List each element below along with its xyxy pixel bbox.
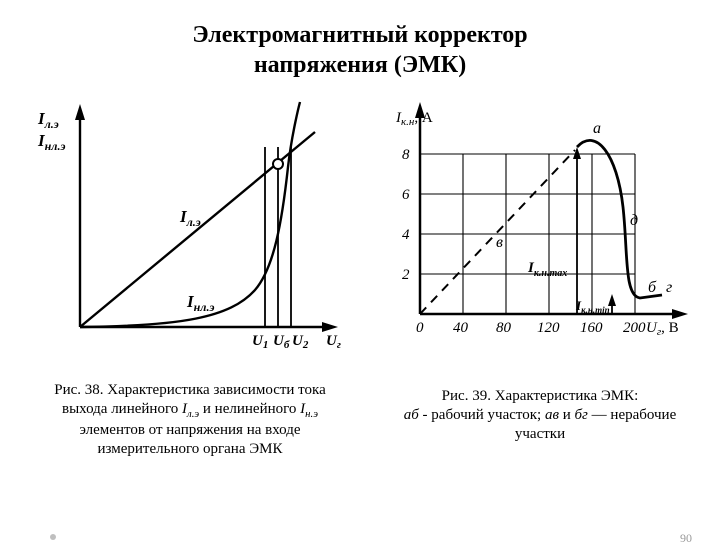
svg-text:Uг: Uг bbox=[326, 333, 341, 351]
svg-text:2: 2 bbox=[402, 267, 410, 283]
svg-text:200: 200 bbox=[623, 320, 646, 336]
svg-text:Iнл.э: Iнл.э bbox=[37, 131, 65, 153]
svg-text:б: б bbox=[648, 279, 657, 296]
main-title: Электромагнитный корректор напряжения (Э… bbox=[0, 20, 720, 80]
svg-text:120: 120 bbox=[537, 320, 560, 336]
svg-text:Uб: Uб bbox=[273, 333, 290, 351]
svg-text:8: 8 bbox=[402, 147, 410, 163]
svg-text:в: в bbox=[496, 234, 503, 251]
svg-text:Iл.э: Iл.э bbox=[37, 109, 59, 131]
svg-text:160: 160 bbox=[580, 320, 603, 336]
svg-text:Iл.э: Iл.э bbox=[179, 207, 201, 229]
svg-text:Iнл.э: Iнл.э bbox=[186, 292, 214, 314]
slide-bullet-icon bbox=[50, 534, 56, 540]
svg-text:г: г bbox=[666, 279, 672, 296]
svg-text:д: д bbox=[630, 212, 638, 229]
caption-fig39: Рис. 39. Характеристика ЭМК: аб - рабочи… bbox=[390, 387, 690, 459]
svg-text:4: 4 bbox=[402, 227, 410, 243]
svg-text:6: 6 bbox=[402, 187, 410, 203]
svg-text:Iк.н, А: Iк.н, А bbox=[395, 110, 433, 128]
svg-text:а: а bbox=[593, 120, 601, 137]
svg-text:40: 40 bbox=[453, 320, 469, 336]
svg-text:0: 0 bbox=[416, 320, 424, 336]
chart-fig39: 2 4 6 8 0 40 80 120 160 200 Iк.н, А Uг, … bbox=[380, 92, 690, 367]
svg-text:Uг, В: Uг, В bbox=[646, 320, 679, 338]
page-number: 90 bbox=[680, 531, 692, 546]
svg-text:U1: U1 bbox=[252, 333, 268, 351]
caption-fig38: Рис. 38. Характеристика зависимости тока… bbox=[30, 381, 350, 459]
chart-fig38: Iл.э Iнл.э Iл.э Iнл.э U1 Uб U2 U bbox=[30, 92, 350, 367]
svg-text:80: 80 bbox=[496, 320, 512, 336]
svg-text:U2: U2 bbox=[292, 333, 309, 351]
svg-text:Iк.н.max: Iк.н.max bbox=[527, 260, 567, 279]
